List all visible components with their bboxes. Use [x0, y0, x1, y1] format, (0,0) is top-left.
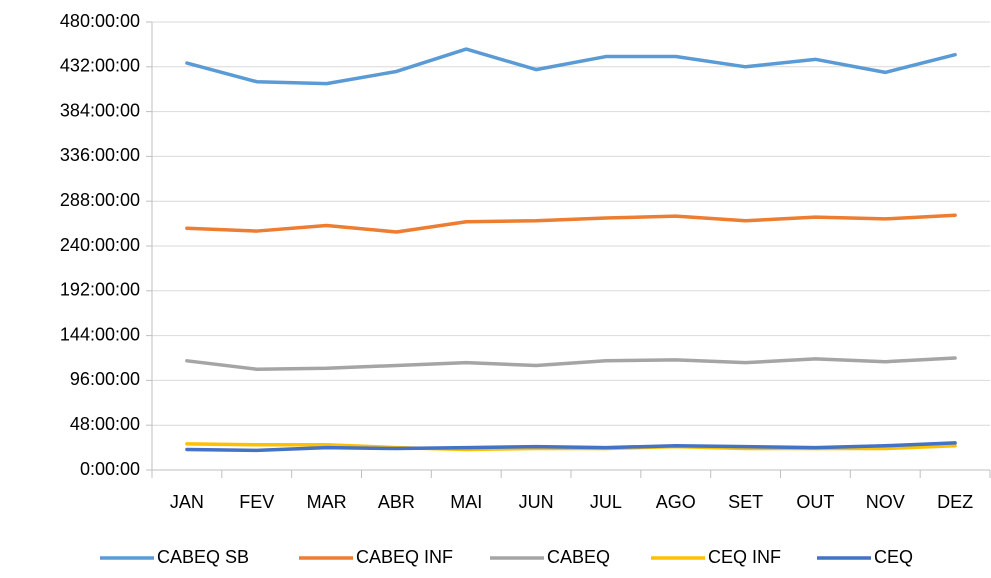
x-tick-label: OUT — [796, 492, 834, 512]
y-tick-label: 384:00:00 — [60, 100, 140, 120]
x-tick-label: SET — [728, 492, 763, 512]
y-tick-label: 240:00:00 — [60, 235, 140, 255]
line-series — [185, 441, 957, 453]
x-tick-label: JUN — [519, 492, 554, 512]
y-tick-label: 432:00:00 — [60, 56, 140, 76]
y-tick-label: 0:00:00 — [80, 459, 140, 479]
y-tick-label: 288:00:00 — [60, 190, 140, 210]
y-tick-label: 336:00:00 — [60, 145, 140, 165]
x-tick-label: AGO — [656, 492, 696, 512]
line-series — [185, 356, 957, 371]
x-tick-label: JAN — [170, 492, 204, 512]
legend-label: CABEQ SB — [157, 547, 249, 567]
line-series — [185, 213, 957, 234]
y-tick-label: 144:00:00 — [60, 324, 140, 344]
legend-label: CABEQ — [547, 547, 610, 567]
line-series — [185, 47, 957, 86]
y-tick-label: 96:00:00 — [70, 369, 140, 389]
x-tick-label: JUL — [590, 492, 622, 512]
y-tick-label: 48:00:00 — [70, 414, 140, 434]
x-tick-label: FEV — [239, 492, 274, 512]
legend-label: CEQ — [874, 547, 913, 567]
x-tick-label: MAI — [450, 492, 482, 512]
legend-label: CABEQ INF — [356, 547, 453, 567]
y-tick-label: 192:00:00 — [60, 280, 140, 300]
y-tick-label: 480:00:00 — [60, 11, 140, 31]
x-tick-label: ABR — [378, 492, 415, 512]
legend-label: CEQ INF — [708, 547, 781, 567]
x-tick-label: NOV — [866, 492, 905, 512]
x-tick-label: MAR — [307, 492, 347, 512]
x-tick-label: DEZ — [937, 492, 973, 512]
